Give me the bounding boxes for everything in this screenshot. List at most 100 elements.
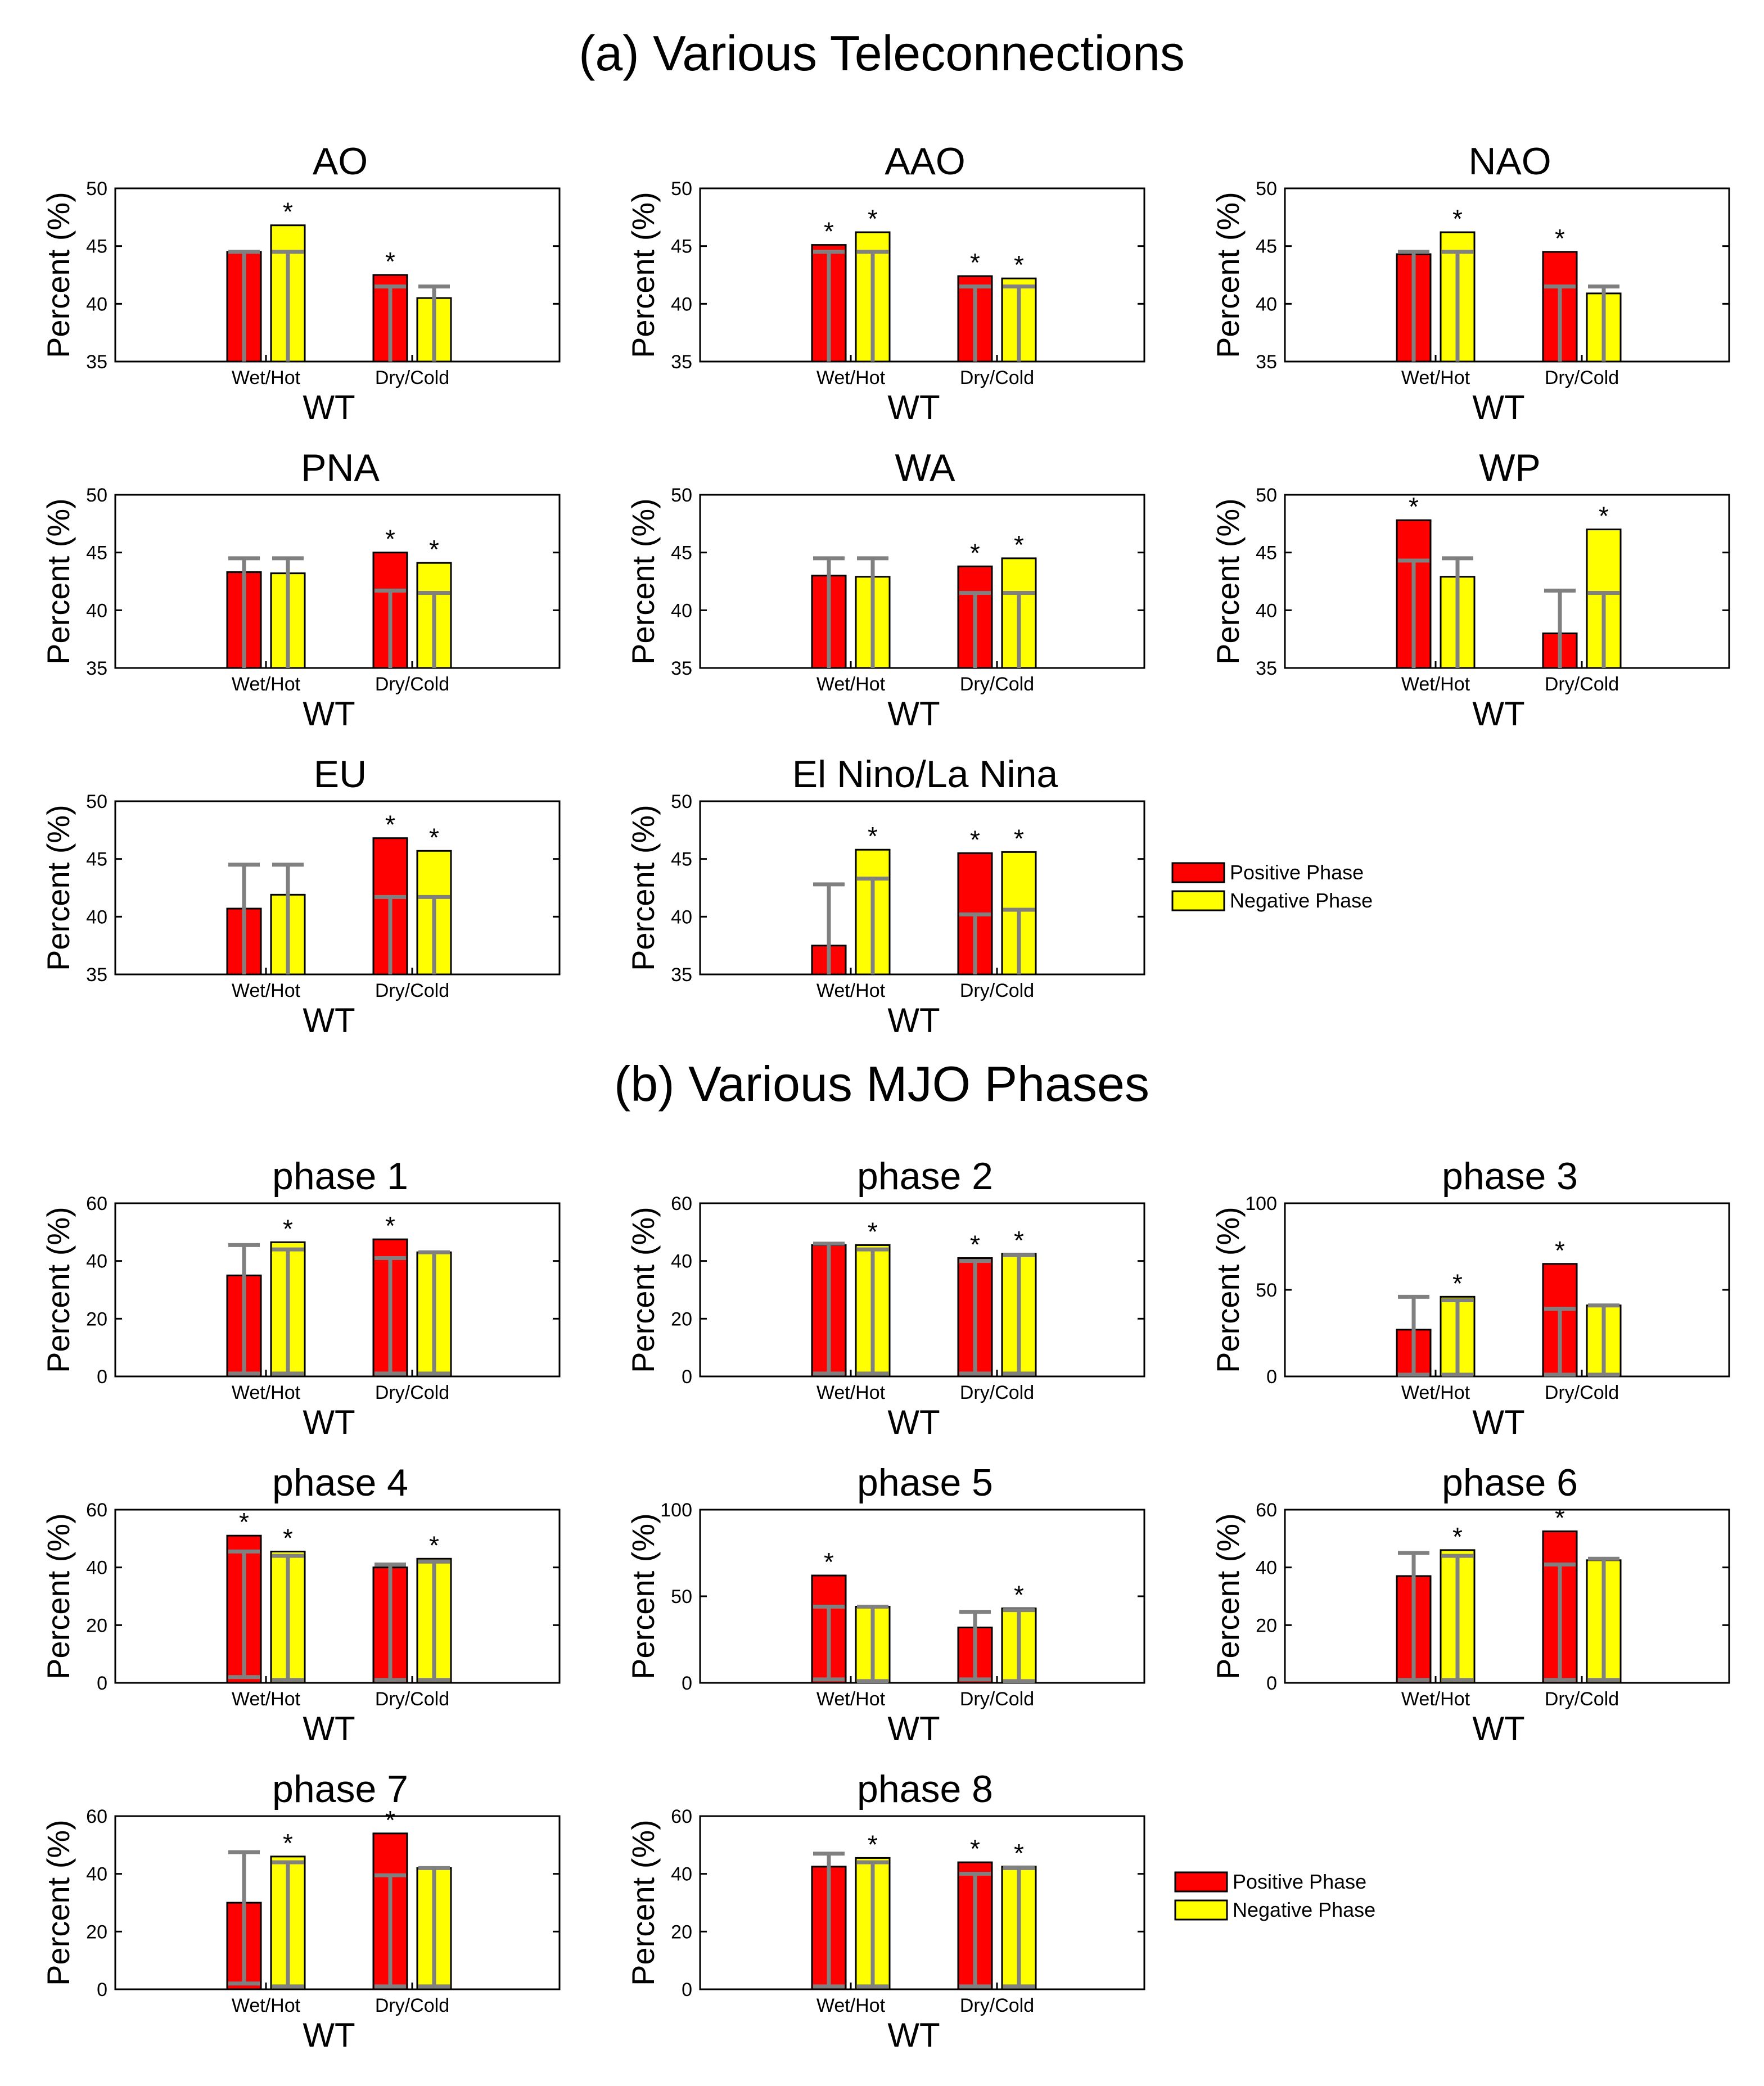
significance-star: *	[970, 1230, 980, 1259]
chart-panel: El Nino/La Nina 35 40 45 50 Percent (%) Wet/Ho…	[625, 753, 1145, 1039]
y-axis-label: Percent (%)	[1210, 192, 1246, 358]
x-tick-label: Dry/Cold	[375, 674, 449, 695]
x-tick-label: Wet/Hot	[816, 1382, 886, 1403]
y-axis-label: Percent (%)	[625, 1207, 661, 1373]
x-axis-label: WT	[887, 1403, 940, 1441]
significance-star: *	[1014, 250, 1024, 279]
y-tick-label: 0	[97, 1979, 107, 2001]
y-tick-label: 60	[86, 1500, 107, 1521]
plot-frame	[699, 494, 1145, 669]
y-tick-label: 40	[671, 600, 692, 621]
y-tick-label: 0	[97, 1366, 107, 1388]
legend: Positive Phase Negative Phase	[1174, 1870, 1375, 1921]
x-axis-label: WT	[303, 1001, 355, 1039]
plot-frame	[114, 1509, 561, 1684]
x-tick-label: Dry/Cold	[1545, 367, 1619, 389]
section-title-a: (a) Various Teleconnections	[579, 25, 1185, 81]
panel-title: phase 7	[272, 1768, 408, 1810]
panel-title: AAO	[885, 140, 966, 183]
y-tick-label: 100	[1245, 1193, 1277, 1214]
x-tick-label: Dry/Cold	[375, 367, 449, 389]
significance-star: *	[1014, 1581, 1024, 1610]
section-title-b: (b) Various MJO Phases	[614, 1056, 1149, 1112]
significance-star: *	[1014, 530, 1024, 559]
y-tick-label: 35	[1256, 351, 1277, 373]
y-tick-label: 60	[671, 1193, 692, 1214]
chart-panel: phase 6 0 20 40 60 Percent (%) Wet/Hot Dry/Cold…	[1210, 1461, 1730, 1748]
x-axis-label: WT	[1472, 1403, 1524, 1441]
y-axis-label: Percent (%)	[40, 1513, 76, 1679]
y-tick-label: 45	[86, 849, 107, 870]
y-tick-label: 45	[1256, 543, 1277, 564]
x-axis-label: WT	[887, 2016, 940, 2054]
panel-title: phase 3	[1442, 1155, 1578, 1198]
x-tick-label: Dry/Cold	[960, 1688, 1034, 1710]
x-axis-label: WT	[303, 1710, 355, 1748]
y-tick-label: 0	[682, 1673, 692, 1694]
panel-title: phase 6	[1442, 1461, 1578, 1504]
y-tick-label: 35	[671, 964, 692, 986]
y-tick-label: 0	[682, 1979, 692, 2001]
x-axis-label: WT	[1472, 389, 1524, 426]
y-tick-label: 40	[86, 294, 107, 315]
y-tick-label: 45	[86, 543, 107, 564]
y-axis-label: Percent (%)	[625, 498, 661, 665]
significance-star: *	[385, 810, 395, 839]
chart-panel: phase 1 0 20 40 60 Percent (%) Wet/Hot Dry/Cold…	[40, 1155, 561, 1441]
significance-star: *	[1555, 1503, 1565, 1533]
y-tick-label: 45	[86, 236, 107, 258]
significance-star: *	[868, 1217, 878, 1246]
panel-title: WA	[895, 446, 955, 489]
panel-title: phase 2	[857, 1155, 993, 1198]
x-tick-label: Wet/Hot	[816, 980, 886, 1001]
x-axis-label: WT	[303, 2016, 355, 2054]
y-tick-label: 50	[671, 485, 692, 506]
y-tick-label: 45	[671, 236, 692, 258]
significance-star: *	[1452, 1268, 1463, 1298]
x-tick-label: Dry/Cold	[375, 980, 449, 1001]
plot-frame	[699, 1509, 1145, 1684]
x-tick-label: Wet/Hot	[816, 1688, 886, 1710]
y-tick-label: 0	[1266, 1366, 1277, 1388]
significance-star: *	[429, 1530, 439, 1560]
chart-panels: AO 35 40 45 50 Percent (%) Wet/Hot Dry/Cold * * WT…	[40, 140, 1730, 2054]
y-axis-label: Percent (%)	[625, 1513, 661, 1679]
y-tick-label: 40	[86, 600, 107, 621]
panel-title: phase 8	[857, 1768, 993, 1810]
legend-label-negative: Negative Phase	[1230, 889, 1373, 912]
significance-star: *	[868, 821, 878, 851]
chart-panel: phase 2 0 20 40 60 Percent (%) Wet/Hot Dry/Cold…	[625, 1155, 1145, 1441]
y-axis-label: Percent (%)	[1210, 1207, 1246, 1373]
chart-panel: WA 35 40 45 50 Percent (%) Wet/Hot Dry/Cold * * WT	[625, 446, 1145, 733]
chart-panel: EU 35 40 45 50 Percent (%) Wet/Hot Dry/Cold * * WT	[40, 753, 561, 1039]
y-tick-label: 40	[671, 1251, 692, 1272]
significance-star: *	[824, 1547, 834, 1577]
significance-star: *	[1409, 492, 1419, 521]
significance-star: *	[385, 247, 395, 276]
y-tick-label: 60	[86, 1806, 107, 1827]
plot-frame	[114, 1815, 561, 1990]
x-tick-label: Dry/Cold	[960, 367, 1034, 389]
y-axis-label: Percent (%)	[40, 498, 76, 665]
y-tick-label: 45	[671, 543, 692, 564]
panel-title: El Nino/La Nina	[792, 753, 1058, 796]
plot-frame	[114, 187, 561, 363]
y-tick-label: 20	[671, 1921, 692, 1943]
plot-frame	[699, 1202, 1145, 1378]
x-tick-label: Dry/Cold	[375, 1382, 449, 1403]
x-tick-label: Wet/Hot	[232, 674, 301, 695]
x-tick-label: Wet/Hot	[232, 367, 301, 389]
y-tick-label: 50	[1256, 485, 1277, 506]
y-tick-label: 0	[1266, 1673, 1277, 1694]
y-tick-label: 60	[1256, 1500, 1277, 1521]
significance-star: *	[385, 1211, 395, 1240]
x-tick-label: Wet/Hot	[1401, 1382, 1470, 1403]
y-tick-label: 40	[1256, 1557, 1277, 1579]
y-tick-label: 50	[86, 791, 107, 812]
legend-label-positive: Positive Phase	[1233, 1870, 1366, 1893]
y-tick-label: 50	[86, 485, 107, 506]
significance-star: *	[970, 1834, 980, 1863]
